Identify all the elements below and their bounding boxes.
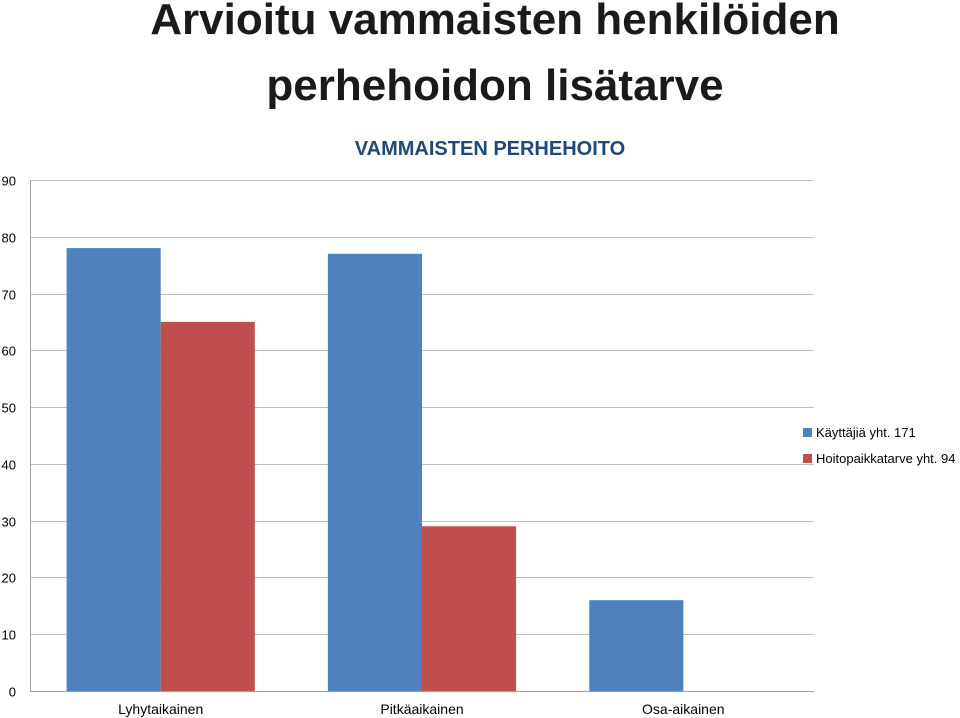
bar bbox=[422, 526, 517, 691]
legend-label: Hoitopaikkatarve yht. 94 bbox=[816, 451, 955, 466]
bar bbox=[66, 248, 161, 691]
x-tick-label: Osa-aikainen bbox=[642, 701, 725, 717]
y-tick-label: 10 bbox=[2, 628, 16, 643]
x-tick-label: Pitkäaikainen bbox=[380, 701, 463, 717]
y-tick-label: 40 bbox=[2, 458, 16, 473]
bar bbox=[589, 600, 684, 691]
y-tick-label: 70 bbox=[2, 288, 16, 303]
legend-swatch bbox=[803, 454, 812, 463]
bar bbox=[160, 321, 255, 691]
y-tick-label: 30 bbox=[2, 515, 16, 530]
axes: 0 10 20 30 40 50 60 70 80 90 Lyhytaikainen Pitkäaik… bbox=[2, 174, 814, 717]
bars bbox=[66, 248, 684, 692]
slide-title-line-2: perhehoidon lisätarve bbox=[266, 61, 724, 110]
slide-title-line-1: Arvioitu vammaisten henkilöiden bbox=[150, 0, 840, 44]
y-tick-label: 90 bbox=[2, 174, 16, 189]
y-tick-label: 50 bbox=[2, 401, 16, 416]
y-tick-label: 0 bbox=[9, 685, 16, 700]
legend: Käyttäjiä yht. 171 Hoitopaikkatarve yht. … bbox=[803, 425, 955, 466]
bar bbox=[327, 253, 422, 692]
legend-swatch bbox=[803, 428, 812, 437]
legend-label: Käyttäjiä yht. 171 bbox=[816, 425, 916, 440]
x-tick-label: Lyhytaikainen bbox=[118, 701, 203, 717]
y-tick-label: 60 bbox=[2, 344, 16, 359]
y-tick-label: 20 bbox=[2, 571, 16, 586]
y-tick-label: 80 bbox=[2, 231, 16, 246]
chart-title: VAMMAISTEN PERHEHOITO bbox=[355, 138, 625, 160]
